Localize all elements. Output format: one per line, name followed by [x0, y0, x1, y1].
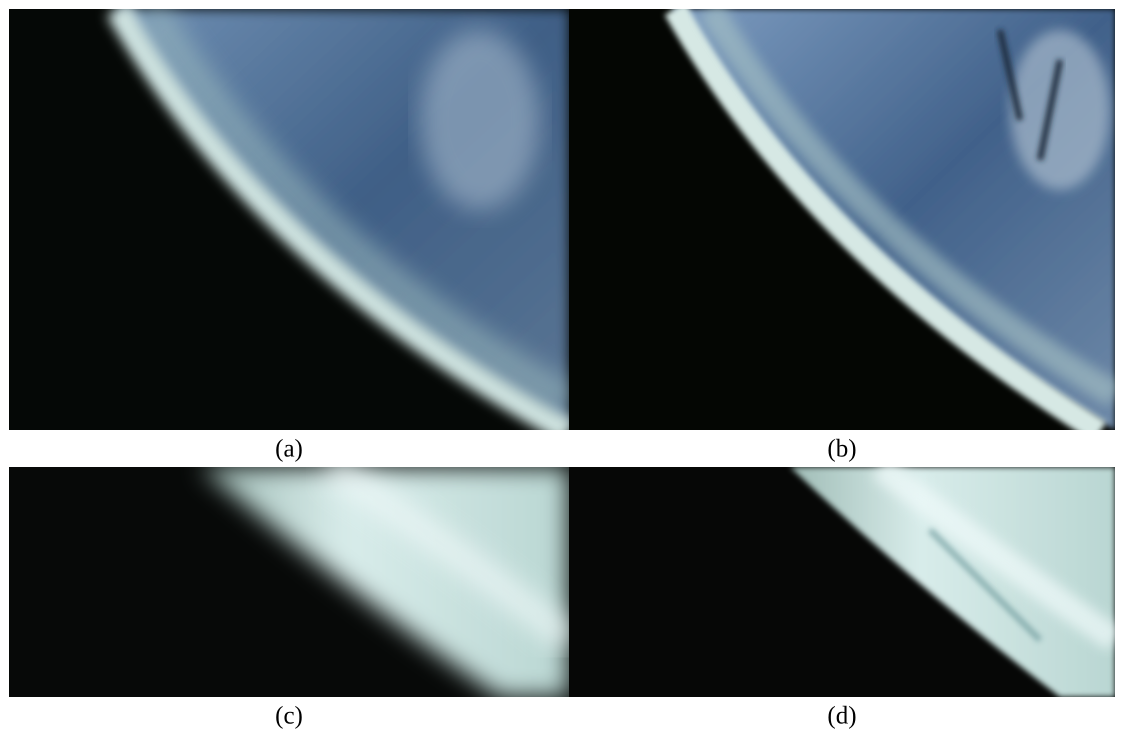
panel-caption: (a) — [275, 436, 303, 463]
panel-caption: (b) — [827, 436, 856, 463]
figure: (a) (b) (c) (d) — [0, 0, 1124, 733]
panel-image — [9, 9, 569, 432]
page: (a) (b) (c) (d) (() => { const data = JS… — [0, 0, 1124, 733]
panel-caption: (c) — [275, 703, 303, 730]
panel-image — [9, 467, 569, 697]
panel-image — [569, 467, 1115, 697]
panel-caption: (d) — [827, 703, 856, 730]
panel-image — [569, 9, 1115, 432]
